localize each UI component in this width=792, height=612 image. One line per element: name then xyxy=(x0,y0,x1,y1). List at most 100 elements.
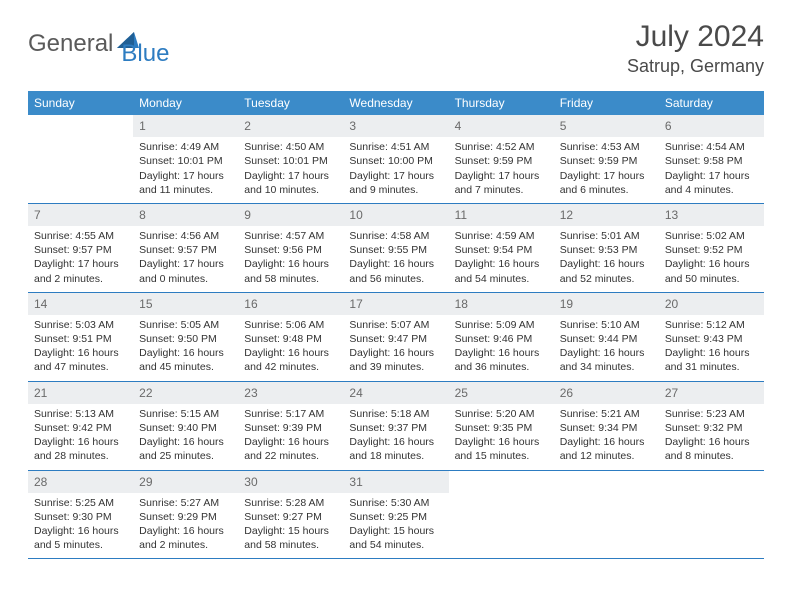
day-body: Sunrise: 5:30 AMSunset: 9:25 PMDaylight:… xyxy=(343,496,448,553)
sunrise-text: Sunrise: 5:10 AM xyxy=(560,318,653,332)
day-body: Sunrise: 4:58 AMSunset: 9:55 PMDaylight:… xyxy=(343,229,448,286)
day-body: Sunrise: 5:09 AMSunset: 9:46 PMDaylight:… xyxy=(449,318,554,375)
logo-text-blue: Blue xyxy=(121,40,169,68)
day-number: 23 xyxy=(238,382,343,404)
sunrise-text: Sunrise: 5:07 AM xyxy=(349,318,442,332)
sunrise-text: Sunrise: 5:13 AM xyxy=(34,407,127,421)
day-body: Sunrise: 5:17 AMSunset: 9:39 PMDaylight:… xyxy=(238,407,343,464)
daylight-text: Daylight: 16 hours and 8 minutes. xyxy=(665,435,758,463)
daylight-text: Daylight: 17 hours and 2 minutes. xyxy=(34,257,127,285)
day-body: Sunrise: 4:55 AMSunset: 9:57 PMDaylight:… xyxy=(28,229,133,286)
day-number: 18 xyxy=(449,293,554,315)
sunset-text: Sunset: 9:51 PM xyxy=(34,332,127,346)
day-body: Sunrise: 4:57 AMSunset: 9:56 PMDaylight:… xyxy=(238,229,343,286)
sunrise-text: Sunrise: 5:21 AM xyxy=(560,407,653,421)
sunrise-text: Sunrise: 5:03 AM xyxy=(34,318,127,332)
daylight-text: Daylight: 16 hours and 5 minutes. xyxy=(34,524,127,552)
day-cell: 27Sunrise: 5:23 AMSunset: 9:32 PMDayligh… xyxy=(659,382,764,470)
sunset-text: Sunset: 9:57 PM xyxy=(139,243,232,257)
day-cell: 29Sunrise: 5:27 AMSunset: 9:29 PMDayligh… xyxy=(133,471,238,559)
day-cell: 17Sunrise: 5:07 AMSunset: 9:47 PMDayligh… xyxy=(343,293,448,381)
day-header: Friday xyxy=(554,91,659,115)
day-number: 2 xyxy=(238,115,343,137)
day-body: Sunrise: 5:21 AMSunset: 9:34 PMDaylight:… xyxy=(554,407,659,464)
sunrise-text: Sunrise: 4:52 AM xyxy=(455,140,548,154)
day-number: 1 xyxy=(133,115,238,137)
day-cell: 24 Sunrise: 5:18 AMSunset: 9:37 PMDayligh… xyxy=(343,382,448,470)
day-cell: 25Sunrise: 5:20 AMSunset: 9:35 PMDayligh… xyxy=(449,382,554,470)
day-body: Sunrise: 4:52 AMSunset: 9:59 PMDaylight:… xyxy=(449,140,554,197)
sunrise-text: Sunrise: 4:57 AM xyxy=(244,229,337,243)
day-cell: 23 Sunrise: 5:17 AMSunset: 9:39 PMDayligh… xyxy=(238,382,343,470)
sunrise-text: Sunrise: 4:49 AM xyxy=(139,140,232,154)
header: General Blue July 2024 Satrup, Germany xyxy=(28,20,764,77)
month-title: July 2024 xyxy=(627,20,764,54)
day-number: 19 xyxy=(554,293,659,315)
sunset-text: Sunset: 9:42 PM xyxy=(34,421,127,435)
day-number: 28 xyxy=(28,471,133,493)
day-cell: 4Sunrise: 4:52 AMSunset: 9:59 PMDaylight… xyxy=(449,115,554,203)
day-number: 5 xyxy=(554,115,659,137)
daylight-text: Daylight: 15 hours and 54 minutes. xyxy=(349,524,442,552)
day-cell: 28Sunrise: 5:25 AMSunset: 9:30 PMDayligh… xyxy=(28,471,133,559)
day-body: Sunrise: 4:51 AMSunset: 10:00 PMDaylight… xyxy=(343,140,448,197)
sunrise-text: Sunrise: 5:06 AM xyxy=(244,318,337,332)
sunset-text: Sunset: 9:27 PM xyxy=(244,510,337,524)
sunrise-text: Sunrise: 4:51 AM xyxy=(349,140,442,154)
day-number: 20 xyxy=(659,293,764,315)
day-number: 24 xyxy=(343,382,448,404)
sunrise-text: Sunrise: 5:01 AM xyxy=(560,229,653,243)
day-number xyxy=(659,471,764,493)
sunrise-text: Sunrise: 5:17 AM xyxy=(244,407,337,421)
sunset-text: Sunset: 9:57 PM xyxy=(34,243,127,257)
daylight-text: Daylight: 17 hours and 6 minutes. xyxy=(560,169,653,197)
day-body: Sunrise: 5:01 AMSunset: 9:53 PMDaylight:… xyxy=(554,229,659,286)
daylight-text: Daylight: 17 hours and 9 minutes. xyxy=(349,169,442,197)
sunrise-text: Sunrise: 4:54 AM xyxy=(665,140,758,154)
day-number: 27 xyxy=(659,382,764,404)
day-number: 14 xyxy=(28,293,133,315)
title-block: July 2024 Satrup, Germany xyxy=(627,20,764,77)
sunset-text: Sunset: 9:52 PM xyxy=(665,243,758,257)
week-row: 28Sunrise: 5:25 AMSunset: 9:30 PMDayligh… xyxy=(28,471,764,560)
sunset-text: Sunset: 9:46 PM xyxy=(455,332,548,346)
day-body: Sunrise: 4:49 AMSunset: 10:01 PMDaylight… xyxy=(133,140,238,197)
daylight-text: Daylight: 17 hours and 7 minutes. xyxy=(455,169,548,197)
daylight-text: Daylight: 16 hours and 25 minutes. xyxy=(139,435,232,463)
daylight-text: Daylight: 16 hours and 47 minutes. xyxy=(34,346,127,374)
day-body: Sunrise: 5:03 AMSunset: 9:51 PMDaylight:… xyxy=(28,318,133,375)
day-number: 15 xyxy=(133,293,238,315)
daylight-text: Daylight: 16 hours and 52 minutes. xyxy=(560,257,653,285)
day-body: Sunrise: 4:54 AMSunset: 9:58 PMDaylight:… xyxy=(659,140,764,197)
sunrise-text: Sunrise: 5:28 AM xyxy=(244,496,337,510)
day-cell: 30Sunrise: 5:28 AMSunset: 9:27 PMDayligh… xyxy=(238,471,343,559)
sunset-text: Sunset: 9:34 PM xyxy=(560,421,653,435)
daylight-text: Daylight: 17 hours and 11 minutes. xyxy=(139,169,232,197)
day-cell: 5 Sunrise: 4:53 AMSunset: 9:59 PMDaylight… xyxy=(554,115,659,203)
day-number: 17 xyxy=(343,293,448,315)
daylight-text: Daylight: 16 hours and 39 minutes. xyxy=(349,346,442,374)
day-body: Sunrise: 5:28 AMSunset: 9:27 PMDaylight:… xyxy=(238,496,343,553)
day-body: Sunrise: 5:18 AMSunset: 9:37 PMDaylight:… xyxy=(343,407,448,464)
week-row: 1Sunrise: 4:49 AMSunset: 10:01 PMDayligh… xyxy=(28,115,764,204)
sunrise-text: Sunrise: 4:56 AM xyxy=(139,229,232,243)
sunrise-text: Sunrise: 4:53 AM xyxy=(560,140,653,154)
daylight-text: Daylight: 16 hours and 58 minutes. xyxy=(244,257,337,285)
daylight-text: Daylight: 16 hours and 12 minutes. xyxy=(560,435,653,463)
day-body: Sunrise: 5:06 AMSunset: 9:48 PMDaylight:… xyxy=(238,318,343,375)
sunrise-text: Sunrise: 4:55 AM xyxy=(34,229,127,243)
sunset-text: Sunset: 10:01 PM xyxy=(139,154,232,168)
day-body: Sunrise: 5:20 AMSunset: 9:35 PMDaylight:… xyxy=(449,407,554,464)
day-body: Sunrise: 5:15 AMSunset: 9:40 PMDaylight:… xyxy=(133,407,238,464)
day-header: Saturday xyxy=(659,91,764,115)
sunrise-text: Sunrise: 5:15 AM xyxy=(139,407,232,421)
week-row: 14Sunrise: 5:03 AMSunset: 9:51 PMDayligh… xyxy=(28,293,764,382)
day-cell xyxy=(449,471,554,559)
day-body: Sunrise: 4:59 AMSunset: 9:54 PMDaylight:… xyxy=(449,229,554,286)
day-body: Sunrise: 5:02 AMSunset: 9:52 PMDaylight:… xyxy=(659,229,764,286)
sunset-text: Sunset: 9:59 PM xyxy=(560,154,653,168)
sunrise-text: Sunrise: 5:23 AM xyxy=(665,407,758,421)
sunset-text: Sunset: 9:54 PM xyxy=(455,243,548,257)
sunrise-text: Sunrise: 5:09 AM xyxy=(455,318,548,332)
sunrise-text: Sunrise: 5:18 AM xyxy=(349,407,442,421)
